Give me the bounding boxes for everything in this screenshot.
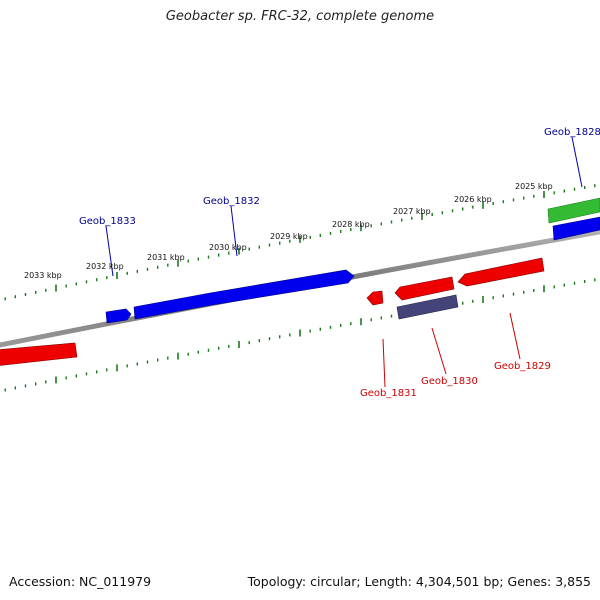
gene-labels: Geob_1833 Geob_1832 Geob_1828 Geob_1831 …	[79, 127, 600, 399]
scale-labels: 2033 kbp 2032 kbp 2031 kbp 2030 kbp 2029…	[24, 182, 553, 280]
leader-geob-1830	[431, 327, 447, 375]
scale-label-2030: 2030 kbp	[209, 243, 247, 252]
gene-other-purple[interactable]	[396, 294, 459, 320]
genome-stats-text: Topology: circular; Length: 4,304,501 bp…	[247, 574, 591, 589]
gene-geob-1832[interactable]	[133, 269, 355, 320]
gene-label-geob-1831[interactable]: Geob_1831	[360, 388, 417, 399]
gene-features	[0, 197, 600, 366]
gene-label-geob-1832[interactable]: Geob_1832	[203, 196, 260, 207]
gene-label-geob-1830[interactable]: Geob_1830	[421, 376, 478, 387]
leader-geob-1828	[571, 136, 583, 188]
leader-lines	[105, 136, 583, 388]
leader-geob-1833	[105, 225, 114, 277]
inner-tick-track	[4, 278, 596, 392]
gene-geob-1829[interactable]	[457, 257, 545, 287]
scale-label-2031: 2031 kbp	[147, 253, 185, 262]
leader-geob-1829	[509, 312, 521, 360]
gene-left-red[interactable]	[0, 342, 78, 366]
gene-geob-1833[interactable]	[105, 308, 132, 324]
scale-label-2028: 2028 kbp	[332, 220, 370, 229]
gene-label-geob-1829[interactable]: Geob_1829	[494, 361, 551, 372]
leader-geob-1832	[230, 205, 238, 257]
scale-label-2032: 2032 kbp	[86, 262, 124, 271]
gene-geob-1831[interactable]	[366, 290, 384, 306]
scale-label-2026: 2026 kbp	[454, 195, 492, 204]
scale-label-2027: 2027 kbp	[393, 207, 431, 216]
gene-label-geob-1833[interactable]: Geob_1833	[79, 216, 136, 227]
outer-tick-track	[4, 184, 596, 301]
gene-geob-1828[interactable]	[552, 216, 600, 241]
scale-label-2025: 2025 kbp	[515, 182, 553, 191]
gene-geob-1830[interactable]	[394, 276, 455, 301]
scale-label-2029: 2029 kbp	[270, 232, 308, 241]
gene-rna-green[interactable]	[547, 197, 600, 224]
leader-geob-1831	[382, 338, 386, 388]
gene-label-geob-1828[interactable]: Geob_1828	[544, 127, 600, 138]
accession-text: Accession: NC_011979	[9, 574, 152, 589]
scale-label-2033: 2033 kbp	[24, 271, 62, 280]
map-title: Geobacter sp. FRC-32, complete genome	[165, 9, 435, 24]
